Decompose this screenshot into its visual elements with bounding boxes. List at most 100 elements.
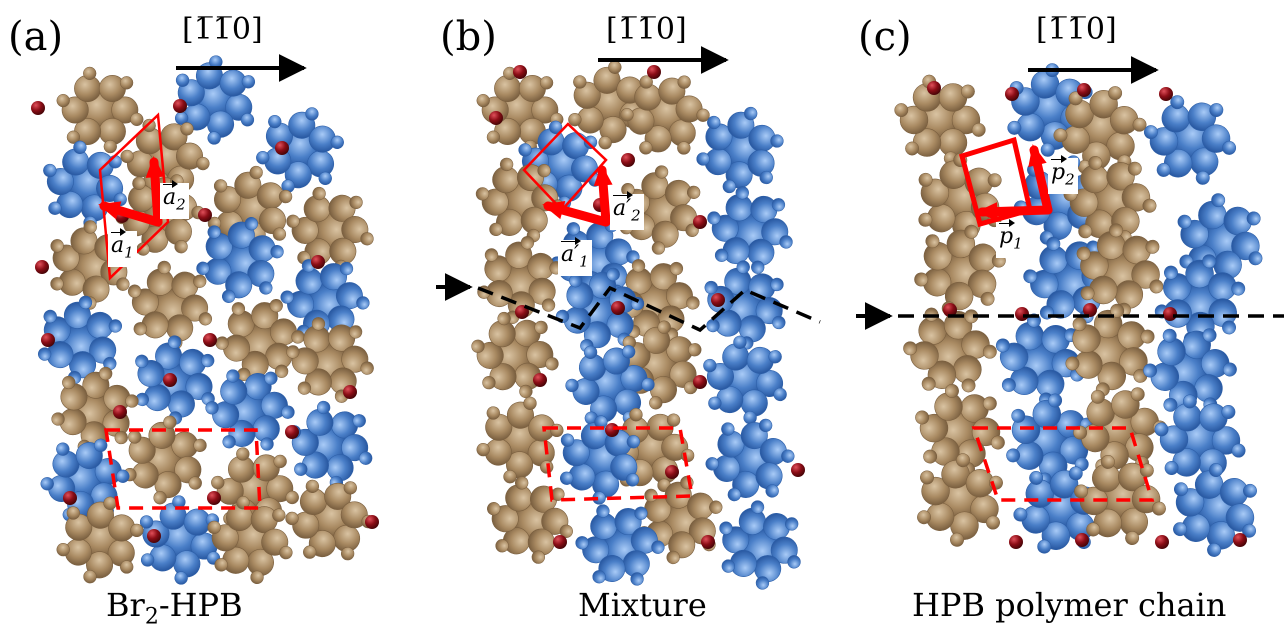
hpb-molecule (287, 400, 373, 490)
br-hpb-molecule (476, 66, 564, 154)
br-hpb-molecule (1073, 387, 1167, 473)
panel-c-direction-label: [1̅1̅0] (1036, 12, 1117, 47)
supercell-b (542, 426, 695, 502)
vector-p2-label: p2 (1048, 155, 1078, 195)
hpb-molecule (1173, 463, 1257, 557)
br-hpb-molecule (215, 298, 305, 382)
br-hpb-molecule (476, 396, 564, 484)
bromine-atom (1009, 535, 1023, 549)
br-hpb-molecule (610, 259, 700, 341)
hpb-molecule (560, 415, 640, 505)
bromine-atom (693, 375, 707, 389)
bromine-atom (1155, 535, 1169, 549)
vector-a1-prime-arrow-head (542, 201, 566, 220)
bromine-atom (63, 491, 77, 505)
bromine-atom (605, 423, 619, 437)
vec-p2-sym: p (1051, 160, 1066, 185)
vec-a2-sym: a (163, 185, 177, 210)
br-hpb-molecule (917, 453, 1003, 547)
bromine-atom (665, 465, 679, 479)
hpb-molecule (704, 260, 786, 350)
br-hpb-molecule (285, 479, 375, 561)
bromine-atom (1005, 87, 1019, 101)
supercell-a (103, 428, 262, 510)
br-hpb-molecule (207, 496, 293, 584)
vec-a2p-sym: a (613, 196, 627, 221)
bromine-atom (285, 425, 299, 439)
br-hpb-molecule (1076, 223, 1164, 317)
bromine-atom (621, 153, 635, 167)
br-hpb-molecule (56, 496, 144, 584)
br-hpb-molecule (1074, 454, 1166, 546)
bromine-atom (647, 65, 661, 79)
br-hpb-molecule (487, 476, 573, 564)
vector-p2-arrow-head (1028, 144, 1047, 168)
br-hpb-molecule (475, 157, 565, 243)
bromine-atom (513, 65, 527, 79)
panel-a-direction-label: [1̅1̅0] (182, 12, 263, 47)
bromine-atom (207, 491, 221, 505)
hpb-molecule (1177, 193, 1263, 287)
bromine-atom (533, 373, 547, 387)
bromine-atom (1159, 87, 1173, 101)
br-hpb-molecule (56, 66, 144, 154)
hpb-molecule (703, 335, 787, 425)
br-hpb-molecule (51, 366, 139, 454)
hpb-molecule (135, 335, 215, 425)
bromine-atom (173, 99, 187, 113)
hpb-molecule (705, 418, 795, 502)
vec-a1-sym: a (111, 233, 125, 258)
bromine-atom (711, 293, 725, 307)
hpb-molecule (707, 186, 793, 274)
hpb-molecule (719, 500, 801, 590)
vec-a2p-sub: 2 (631, 206, 641, 225)
bromine-atom (35, 260, 49, 274)
primitive-cell-b (522, 122, 608, 212)
hpb-molecule (196, 217, 284, 303)
bromine-atom (1233, 533, 1247, 547)
bromine-atom (163, 373, 177, 387)
bromine-atom (1163, 307, 1177, 321)
bromine-atom (1077, 83, 1091, 97)
vector-p1-arrow-head (976, 202, 998, 221)
panel-b-label: (b) (440, 14, 497, 60)
vector-a1-label: a1 (108, 228, 137, 268)
vec-a1p-sym: a (561, 242, 575, 267)
molecule-layer (31, 55, 1263, 590)
vector-a2-prime-label: a′2 (610, 191, 644, 231)
vec-a1p-prime: ′ (574, 242, 580, 267)
supercell-c (971, 426, 1155, 502)
br-hpb-molecule (471, 311, 559, 399)
bromine-atom (553, 535, 567, 549)
bromine-atom (343, 385, 357, 399)
bromine-atom (1075, 533, 1089, 547)
hpb-molecule (1154, 394, 1246, 486)
hpb-molecule (174, 55, 256, 145)
vec-p2-sub: 2 (1065, 170, 1075, 189)
br-hpb-molecule (903, 307, 997, 393)
vec-a2-sub: 2 (176, 195, 186, 214)
caption-a-main: Br (106, 586, 145, 624)
bromine-atom (203, 333, 217, 347)
panel-c-label: (c) (858, 14, 912, 60)
panel-b-caption: Mixture (578, 586, 707, 624)
vector-a1-arrow-head (98, 201, 122, 220)
vector-a2-arrow-head (145, 156, 165, 178)
vector-a2-label: a2 (160, 180, 189, 220)
bromine-atom (198, 208, 212, 222)
bromine-atom (489, 111, 503, 125)
bromine-atom (611, 301, 625, 315)
vector-p1-label: p1 (996, 219, 1026, 259)
hpb-molecule (1154, 254, 1246, 346)
hpb-molecule (555, 267, 645, 353)
overlay-layer (98, 46, 1284, 510)
br-hpb-molecule (127, 260, 213, 350)
hpb-molecule (205, 369, 295, 451)
vec-a2p-prime: ′ (626, 196, 632, 221)
caption-a-sub: 2 (144, 604, 159, 629)
hpb-molecule (565, 345, 655, 425)
hpb-molecule (1143, 95, 1237, 185)
br-hpb-molecule (1053, 86, 1147, 174)
primitive-cell-a (98, 112, 170, 281)
